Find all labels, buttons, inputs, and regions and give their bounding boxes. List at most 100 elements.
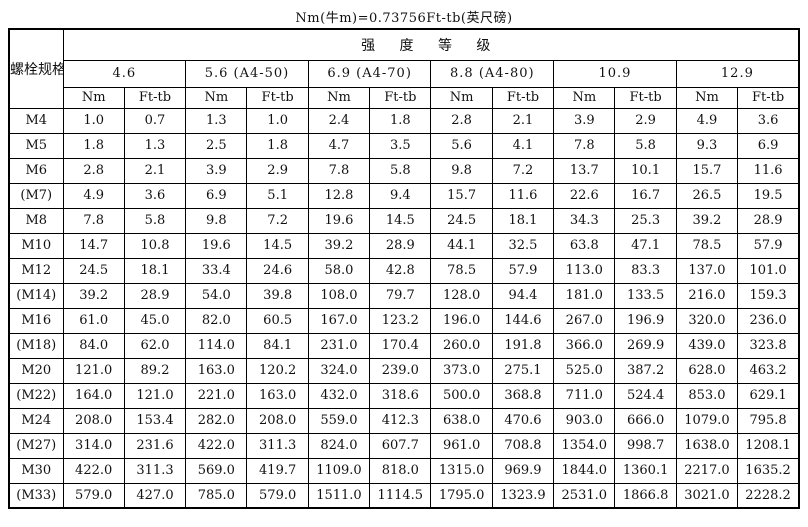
torque-value-cell: 196.0: [430, 307, 493, 334]
torque-value-cell: 711.0: [553, 382, 616, 409]
torque-value-cell: 167.0: [307, 307, 371, 334]
bolt-torque-table: 螺栓规格 强 度 等 级 4.6 5.6 (A4-50) 6.9 (A4-70) 8.…: [8, 28, 800, 509]
table-row-M24: M24 208.0 153.4 282.0 208.0 559.0 412.3 638.0 47…: [8, 407, 800, 434]
torque-value-cell: 7.8: [62, 207, 125, 234]
torque-value-cell: 324.0: [307, 357, 371, 384]
torque-value-cell: 221.0: [185, 382, 248, 409]
torque-value-cell: 108.0: [307, 282, 371, 309]
grade-group-header-2: 6.9 (A4-70): [307, 59, 432, 88]
torque-value-cell: 1.8: [246, 132, 309, 159]
torque-value-cell: 47.1: [614, 232, 677, 259]
table-row-M33: (M33) 579.0 427.0 785.0 579.0 1511.0 1114.5 179…: [8, 482, 800, 509]
torque-value-cell: 2217.0: [675, 457, 739, 484]
torque-value-cell: 14.5: [246, 232, 309, 259]
torque-value-cell: 1.8: [369, 107, 432, 134]
unit-header-fttb: Ft-tb: [737, 86, 800, 109]
torque-value-cell: 795.8: [737, 407, 800, 434]
torque-value-cell: 33.4: [185, 257, 248, 284]
torque-value-cell: 231.6: [123, 432, 187, 459]
torque-value-cell: 2.5: [185, 132, 248, 159]
table-row-M18: (M18) 84.0 62.0 114.0 84.1 231.0 170.4 260.0 191…: [8, 332, 800, 359]
torque-value-cell: 3.6: [123, 182, 187, 209]
table-row-M5: M5 1.8 1.3 2.5 1.8 4.7 3.5 5.6 4.1 7.8 5.8 9.3 6.9: [8, 132, 800, 159]
torque-value-cell: 11.6: [491, 182, 555, 209]
torque-value-cell: 12.8: [307, 182, 371, 209]
torque-value-cell: 14.7: [62, 232, 125, 259]
bolt-spec-cell: (M18): [8, 332, 64, 359]
torque-value-cell: 26.5: [675, 182, 739, 209]
torque-value-cell: 94.4: [491, 282, 555, 309]
torque-value-cell: 24.5: [62, 257, 125, 284]
torque-value-cell: 83.3: [614, 257, 677, 284]
torque-value-cell: 524.4: [614, 382, 677, 409]
table-row-M14: (M14) 39.2 28.9 54.0 39.8 108.0 79.7 128.0 94.4 1…: [8, 282, 800, 309]
torque-value-cell: 311.3: [246, 432, 309, 459]
grade-group-header-4: 10.9: [553, 59, 677, 88]
torque-value-cell: 2.9: [614, 107, 677, 134]
torque-value-cell: 470.6: [491, 407, 555, 434]
torque-value-cell: 3021.0: [675, 482, 739, 509]
torque-value-cell: 163.0: [185, 357, 248, 384]
torque-value-cell: 961.0: [430, 432, 493, 459]
torque-value-cell: 9.8: [185, 207, 248, 234]
torque-value-cell: 25.3: [614, 207, 677, 234]
torque-value-cell: 5.8: [369, 157, 432, 184]
torque-value-cell: 320.0: [675, 307, 739, 334]
torque-value-cell: 63.8: [553, 232, 616, 259]
torque-value-cell: 5.6: [430, 132, 493, 159]
bolt-spec-cell: M12: [8, 257, 64, 284]
torque-value-cell: 24.6: [246, 257, 309, 284]
torque-value-cell: 57.9: [737, 232, 800, 259]
torque-value-cell: 45.0: [123, 307, 187, 334]
torque-value-cell: 216.0: [675, 282, 739, 309]
torque-value-cell: 373.0: [430, 357, 493, 384]
torque-value-cell: 1109.0: [307, 457, 371, 484]
bolt-spec-cell: M16: [8, 307, 64, 334]
torque-value-cell: 3.9: [185, 157, 248, 184]
bolt-spec-cell: (M27): [8, 432, 64, 459]
torque-value-cell: 84.0: [62, 332, 125, 359]
torque-value-cell: 368.8: [491, 382, 555, 409]
torque-value-cell: 422.0: [185, 432, 248, 459]
torque-value-cell: 58.0: [307, 257, 371, 284]
torque-value-cell: 4.9: [62, 182, 125, 209]
torque-value-cell: 170.4: [369, 332, 432, 359]
torque-value-cell: 569.0: [185, 457, 248, 484]
torque-value-cell: 16.7: [614, 182, 677, 209]
unit-header-nm: Nm: [307, 86, 371, 109]
torque-value-cell: 579.0: [62, 482, 125, 509]
table-row-M30: M30 422.0 311.3 569.0 419.7 1109.0 818.0 1315.0…: [8, 457, 800, 484]
torque-value-cell: 2.4: [307, 107, 371, 134]
torque-value-cell: 144.6: [491, 307, 555, 334]
torque-value-cell: 1.0: [246, 107, 309, 134]
torque-value-cell: 82.0: [185, 307, 248, 334]
torque-value-cell: 432.0: [307, 382, 371, 409]
torque-value-cell: 19.5: [737, 182, 800, 209]
torque-value-cell: 14.5: [369, 207, 432, 234]
bolt-spec-cell: (M22): [8, 382, 64, 409]
torque-value-cell: 2228.2: [737, 482, 800, 509]
torque-value-cell: 181.0: [553, 282, 616, 309]
torque-value-cell: 137.0: [675, 257, 739, 284]
torque-value-cell: 998.7: [614, 432, 677, 459]
torque-value-cell: 28.9: [369, 232, 432, 259]
unit-header-fttb: Ft-tb: [123, 86, 187, 109]
torque-value-cell: 10.8: [123, 232, 187, 259]
torque-value-cell: 1.8: [62, 132, 125, 159]
grade-group-row: 4.6 5.6 (A4-50) 6.9 (A4-70) 8.8 (A4-80) 10.9…: [9, 59, 800, 88]
torque-value-cell: 1079.0: [675, 407, 739, 434]
torque-value-cell: 5.8: [123, 207, 187, 234]
torque-value-cell: 79.7: [369, 282, 432, 309]
grade-group-header-5: 12.9: [675, 59, 800, 88]
torque-value-cell: 785.0: [185, 482, 248, 509]
torque-value-cell: 427.0: [123, 482, 187, 509]
torque-value-cell: 84.1: [246, 332, 309, 359]
torque-value-cell: 628.0: [675, 357, 739, 384]
torque-value-cell: 231.0: [307, 332, 371, 359]
torque-value-cell: 818.0: [369, 457, 432, 484]
torque-value-cell: 387.2: [614, 357, 677, 384]
torque-value-cell: 1315.0: [430, 457, 493, 484]
torque-value-cell: 236.0: [737, 307, 800, 334]
torque-value-cell: 1360.1: [614, 457, 677, 484]
